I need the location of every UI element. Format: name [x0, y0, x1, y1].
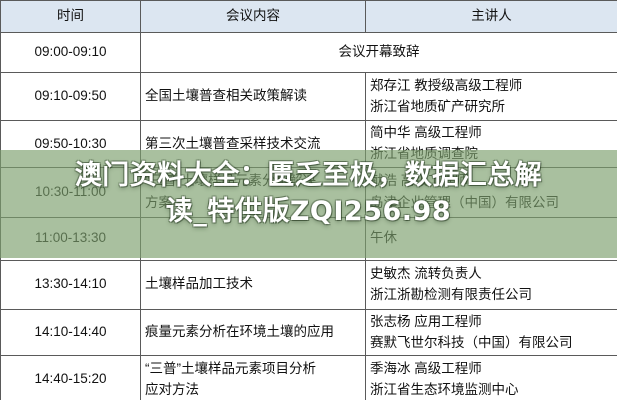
- table-header: 时间 会议内容 主讲人: [0, 0, 617, 33]
- cell-time: 14:40-15:20: [0, 355, 141, 400]
- content-line: 全国土壤普查相关政策解读: [145, 88, 307, 104]
- content-line: “三普”土壤样品元素项目分析: [145, 360, 316, 376]
- content-line: “三普”土壤样品元素分析解决: [145, 173, 316, 189]
- cell-time: 13:30-14:10: [0, 259, 141, 310]
- content-line: 痕量元素分析在环境土壤的应用: [145, 324, 334, 340]
- column-header-speaker: 主讲人: [365, 0, 617, 33]
- cell-speaker: 午休: [365, 216, 617, 261]
- speaker-org-line: 浙江省地质调查院: [370, 146, 478, 162]
- speaker-org-line: 浙江省生态环境监测中心: [370, 382, 519, 397]
- table-row: 14:40-15:20 “三普”土壤样品元素项目分析 应对方法 季海冰 高级工程…: [0, 355, 617, 400]
- content-line: 土壤样品加工技术: [145, 276, 253, 292]
- content-line: 应对方法: [145, 382, 199, 397]
- table-header-row: 时间 会议内容 主讲人: [0, 0, 617, 33]
- speaker-org-line: 赛默飞世尔科技（中国）有限公司: [370, 334, 573, 350]
- table-row: 11:00-13:30 午休: [0, 216, 617, 261]
- cell-content: 土壤样品加工技术: [140, 259, 366, 310]
- speaker-name-line: 季海冰 高级工程师: [370, 360, 482, 376]
- cell-content: “三普”土壤样品元素项目分析 应对方法: [140, 355, 366, 400]
- speaker-name-line: 献浩 高级工程师: [370, 173, 469, 189]
- cell-content: 痕量元素分析在环境土壤的应用: [140, 308, 366, 356]
- speaker-name-line: 郑存江 教授级高级工程师: [370, 77, 523, 93]
- cell-time: 09:10-09:50: [0, 72, 141, 121]
- cell-speaker: 献浩 高级工程师 岛津企业管理（中国）有限公司: [365, 166, 617, 218]
- cell-content: 全国土壤普查相关政策解读: [140, 72, 366, 121]
- speaker-name-line: 午休: [370, 230, 397, 246]
- cell-merged-content: 会议开幕致辞: [140, 32, 617, 73]
- table-row: 09:50-10:30 第三次土壤普查采样技术交流 简中华 高级工程师 浙江省地…: [0, 120, 617, 168]
- column-header-content: 会议内容: [140, 0, 366, 33]
- cell-content: [140, 216, 366, 261]
- table-body: 09:00-09:10 会议开幕致辞 09:10-09:50 全国土壤普查相关政…: [0, 32, 617, 400]
- cell-time: 09:50-10:30: [0, 120, 141, 168]
- speaker-org-line: 岛津企业管理（中国）有限公司: [370, 194, 559, 210]
- content-line: 第三次土壤普查采样技术交流: [145, 135, 321, 151]
- column-header-time: 时间: [0, 0, 141, 33]
- speaker-name-line: 张志杨 应用工程师: [370, 313, 482, 329]
- table-row: 14:10-14:40 痕量元素分析在环境土壤的应用 张志杨 应用工程师 赛默飞…: [0, 308, 617, 356]
- table-row: 09:10-09:50 全国土壤普查相关政策解读 郑存江 教授级高级工程师 浙江…: [0, 72, 617, 121]
- speaker-org-line: 浙江省地质矿产研究所: [370, 99, 505, 114]
- content-line: 方案: [145, 194, 172, 210]
- cell-time: 10:30-11:00: [0, 166, 141, 218]
- cell-content: 第三次土壤普查采样技术交流: [140, 120, 366, 168]
- cell-speaker: 郑存江 教授级高级工程师 浙江省地质矿产研究所: [365, 72, 617, 121]
- cell-time: 11:00-13:30: [0, 216, 141, 261]
- cell-time: 09:00-09:10: [0, 32, 141, 73]
- speaker-org-line: 浙江浙勘检测有限责任公司: [370, 287, 532, 302]
- cell-speaker: 季海冰 高级工程师 浙江省生态环境监测中心: [365, 355, 617, 400]
- table-row: 09:00-09:10 会议开幕致辞: [0, 32, 617, 73]
- table-row: 10:30-11:00 “三普”土壤样品元素分析解决 方案 献浩 高级工程师 岛…: [0, 166, 617, 218]
- cell-content: “三普”土壤样品元素分析解决 方案: [140, 166, 366, 218]
- table-row: 13:30-14:10 土壤样品加工技术 史敏杰 流转负责人 浙江浙勘检测有限责…: [0, 259, 617, 310]
- speaker-name-line: 简中华 高级工程师: [370, 125, 482, 140]
- speaker-name-line: 史敏杰 流转负责人: [370, 265, 482, 281]
- cell-speaker: 史敏杰 流转负责人 浙江浙勘检测有限责任公司: [365, 259, 617, 310]
- cell-speaker: 简中华 高级工程师 浙江省地质调查院: [365, 120, 617, 168]
- cell-speaker: 张志杨 应用工程师 赛默飞世尔科技（中国）有限公司: [365, 308, 617, 356]
- cell-time: 14:10-14:40: [0, 308, 141, 356]
